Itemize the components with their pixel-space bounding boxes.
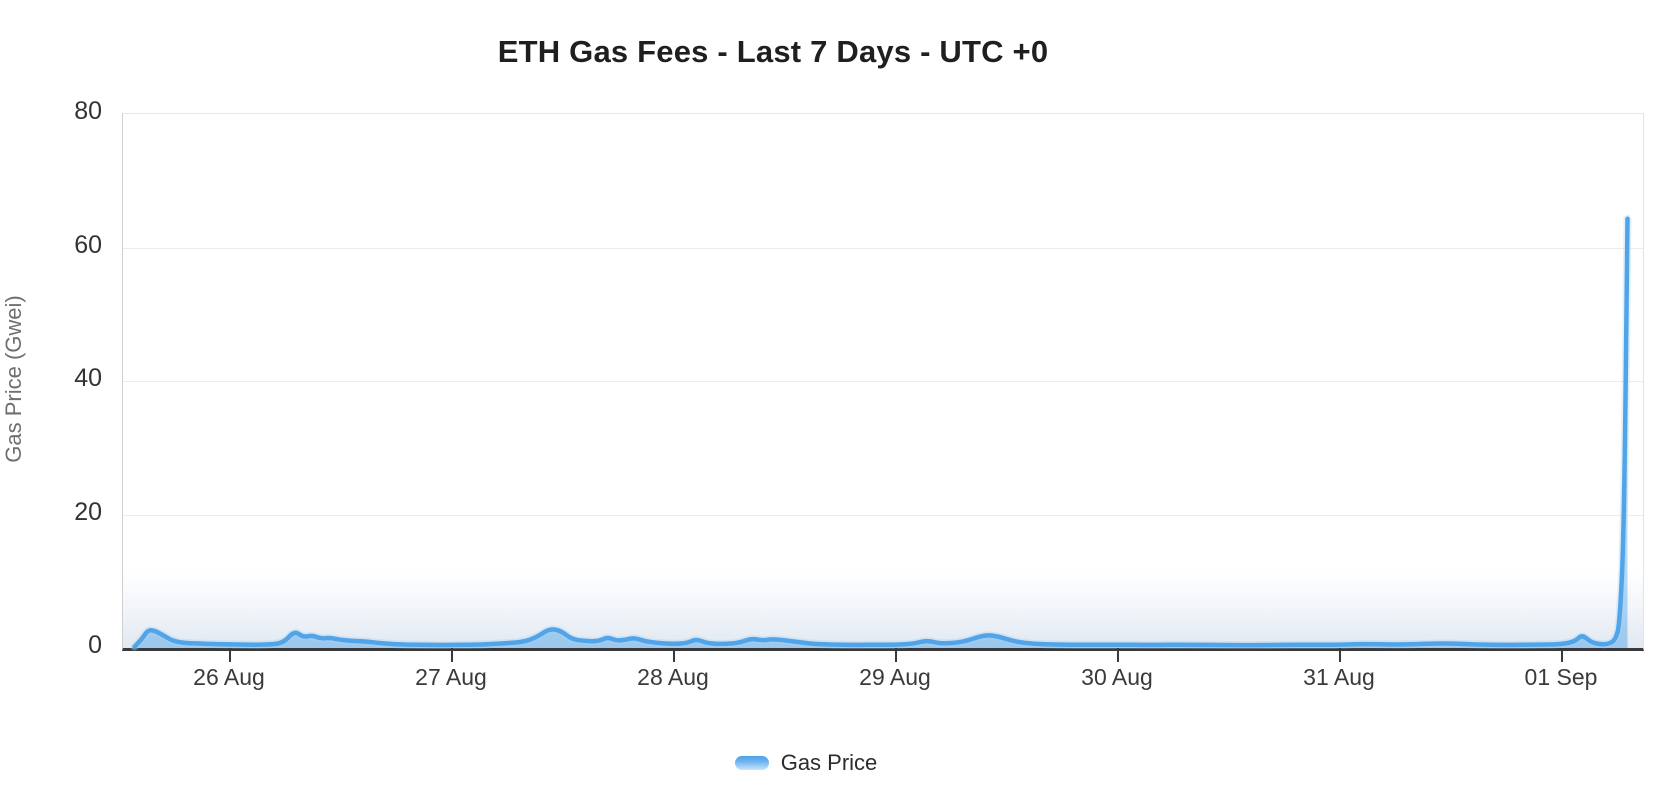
gas-price-line-glow [130, 214, 1632, 651]
legend-swatch-gas-price [734, 756, 769, 770]
x-tick-label-27-aug: 27 Aug [415, 664, 487, 690]
y-tick-label-0: 0 [88, 631, 102, 659]
legend-label: Gas Price [780, 750, 878, 775]
x-tick-30-aug [1117, 648, 1119, 662]
x-tick-27-aug [451, 648, 453, 662]
x-tick-label-30-aug: 30 Aug [1081, 664, 1153, 690]
x-tick-label-31-aug: 31 Aug [1303, 664, 1375, 690]
x-tick-28-aug [673, 648, 675, 662]
x-tick-26-aug [229, 648, 231, 662]
legend: Gas Price [0, 750, 1664, 776]
y-tick-label-40: 40 [74, 364, 102, 392]
gridline-40 [123, 381, 1643, 382]
gas-price-line [132, 216, 1630, 649]
legend-item-gas-price[interactable]: Gas Price [734, 750, 878, 776]
gas-price-area-fill [134, 218, 1628, 649]
x-tick-29-aug [895, 648, 897, 662]
gridline-60 [123, 247, 1643, 249]
x-tick-label-28-aug: 28 Aug [637, 664, 709, 690]
chart-title: ETH Gas Fees - Last 7 Days - UTC +0 [497, 34, 1049, 69]
gridline-20 [123, 514, 1643, 516]
x-tick-label-01-sep: 01 Sep [1524, 664, 1598, 690]
x-tick-label-29-aug: 29 Aug [859, 664, 931, 690]
plot-area[interactable] [122, 113, 1644, 662]
x-tick-31-aug [1339, 648, 1341, 662]
y-tick-label-60: 60 [74, 231, 102, 259]
y-tick-label-80: 80 [74, 97, 102, 125]
y-tick-label-20: 20 [74, 498, 102, 526]
gas-price-line-chart[interactable] [123, 114, 1643, 651]
x-tick-label-26-aug: 26 Aug [193, 664, 265, 690]
x-tick-01-sep [1561, 648, 1563, 662]
